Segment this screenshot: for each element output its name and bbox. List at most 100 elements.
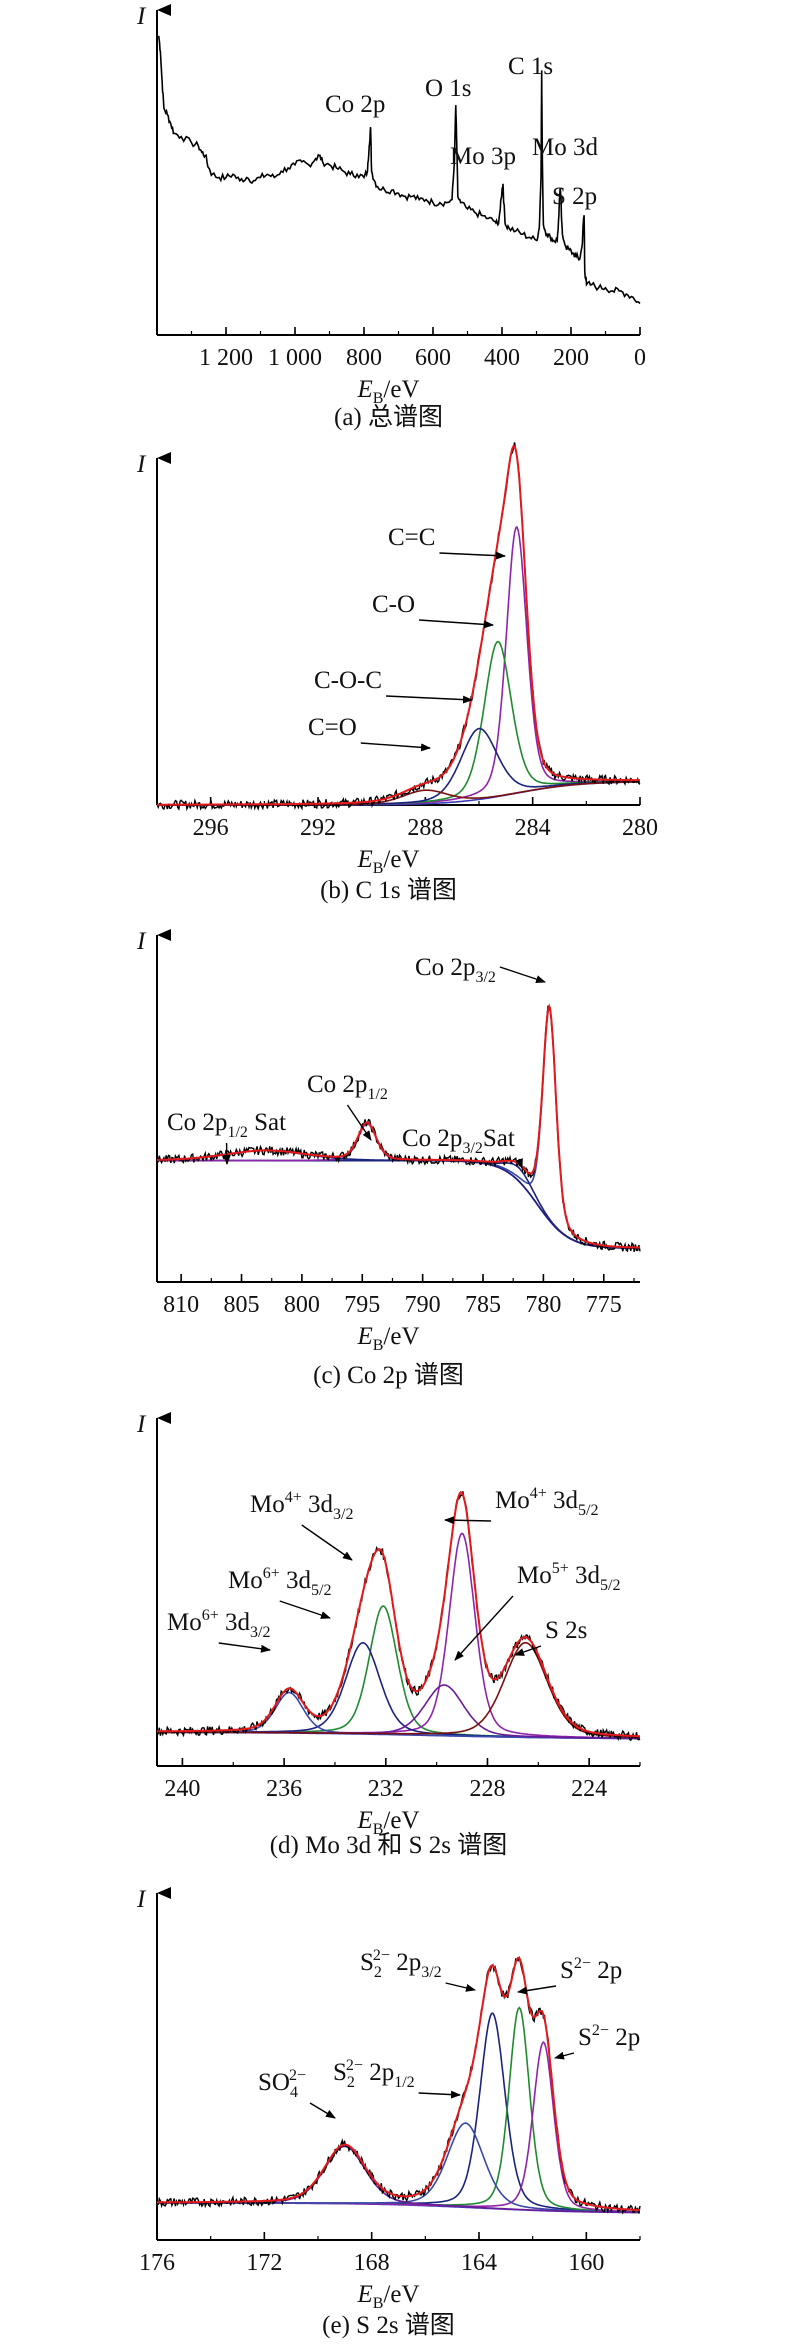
x-tick-label: 176 xyxy=(139,2250,175,2276)
fit-envelope xyxy=(157,1956,640,2212)
annotation-arrow xyxy=(386,695,473,704)
y-axis-label: I xyxy=(136,928,147,955)
peak-label: Mo4+ 3d5/2 xyxy=(495,1485,598,1519)
fit-envelope xyxy=(157,444,640,806)
x-tick-label: 228 xyxy=(469,1776,505,1802)
peak-label: C-O xyxy=(372,591,415,618)
background-line xyxy=(157,1159,640,1249)
x-tick-label: 240 xyxy=(164,1776,200,1802)
fit-component xyxy=(157,1641,640,1738)
x-tick-label: 0 xyxy=(634,345,646,371)
peak-label: S2− 2p xyxy=(560,1955,622,1984)
annotation-arrow xyxy=(279,1600,331,1619)
annotation-arrow xyxy=(517,1985,557,1995)
fit-component xyxy=(157,2012,640,2213)
x-tick-label: 790 xyxy=(405,1292,441,1318)
annotation-arrow xyxy=(346,1104,372,1141)
peak-label: S22− 2p3/2 xyxy=(360,1947,442,1981)
peak-label: S 2p xyxy=(552,183,597,210)
fit-component xyxy=(157,1159,640,1249)
x-tick-label: 795 xyxy=(344,1292,380,1318)
fit-envelope xyxy=(157,1491,640,1738)
peak-label: Mo 3d xyxy=(532,134,598,161)
annotation-arrow xyxy=(554,2051,575,2060)
peak-label: Co 2p3/2 xyxy=(415,954,496,986)
annotation-arrow xyxy=(454,1595,514,1661)
survey-spectrum xyxy=(157,35,641,305)
annotation-arrow xyxy=(309,2102,336,2119)
x-tick-label: 168 xyxy=(354,2250,390,2276)
peak-label: Co 2p xyxy=(325,91,385,118)
x-tick-label: 292 xyxy=(300,815,336,841)
peak-label: S 2s xyxy=(545,1617,587,1644)
panel-caption: (e) S 2s 谱图 xyxy=(322,2311,455,2339)
panel-e: I 176 172 168 164 160 EB/eV(e) S 2s 谱图 S22− 2p3… xyxy=(136,1886,641,2339)
panel-caption: (b) C 1s 谱图 xyxy=(320,876,457,904)
fit-envelope xyxy=(157,1003,641,1249)
y-axis-label: I xyxy=(136,3,147,30)
panel-b: I 296 292 288 284 280 EB/eV(b) C 1s 谱图 C=C C-O C-… xyxy=(136,442,658,904)
y-axis-label: I xyxy=(136,1411,147,1438)
peak-label: Mo5+ 3d5/2 xyxy=(517,1560,620,1594)
annotation-arrow xyxy=(419,619,494,629)
x-axis-label: EB/eV xyxy=(356,846,419,877)
x-tick-label: 400 xyxy=(484,345,520,371)
annotation-arrow xyxy=(515,1158,523,1169)
x-tick-label: 805 xyxy=(224,1292,260,1318)
peak-label: Mo4+ 3d3/2 xyxy=(250,1489,353,1523)
x-axis-label: EB/eV xyxy=(356,376,419,407)
peak-label: Mo6+ 3d3/2 xyxy=(167,1607,270,1641)
peak-label: C-O-C xyxy=(314,667,382,694)
panel-a: I 1 200 1 000 800 600 400 200 0 EB/eV(a) 总谱图 Co 2… xyxy=(136,3,646,431)
peak-label: C=C xyxy=(388,524,435,551)
panel-c: I 810 805 800 795 790 785 780 775 EB/eV (c) Co 2p … xyxy=(136,928,641,1389)
y-axis-label: I xyxy=(136,1886,147,1913)
x-axis-label: EB/eV xyxy=(356,1323,419,1354)
annotation-arrow xyxy=(218,1642,271,1653)
peak-label: C 1s xyxy=(508,53,553,80)
panel-caption: (a) 总谱图 xyxy=(334,403,443,431)
peak-label: S2− 2p xyxy=(578,2022,640,2051)
x-tick-label: 800 xyxy=(346,345,382,371)
peak-label: Mo6+ 3d5/2 xyxy=(228,1565,331,1599)
peak-label: Co 2p1/2 xyxy=(307,1071,388,1103)
x-tick-label: 800 xyxy=(284,1292,320,1318)
fit-component xyxy=(157,525,640,806)
x-tick-label: 810 xyxy=(163,1292,199,1318)
annotation-arrow xyxy=(360,742,431,752)
x-tick-label: 284 xyxy=(515,815,551,841)
annotation-arrow xyxy=(445,1982,476,1992)
peak-label: SO42− xyxy=(258,2067,306,2101)
annotation-arrow xyxy=(444,1516,492,1525)
x-tick-label: 775 xyxy=(586,1292,622,1318)
peak-label: O 1s xyxy=(425,75,472,102)
x-axis-label: EB/eV xyxy=(356,1807,419,1838)
annotation-arrow xyxy=(418,2090,461,2099)
peak-label: Mo 3p xyxy=(450,143,516,170)
x-tick-label: 236 xyxy=(266,1776,302,1802)
x-axis-label: EB/eV xyxy=(356,2281,419,2312)
fit-component xyxy=(156,1149,640,1249)
annotation-arrow xyxy=(301,1524,353,1561)
annotation-arrow xyxy=(499,966,546,983)
x-tick-label: 1 200 xyxy=(199,345,253,371)
x-tick-label: 224 xyxy=(571,1776,607,1802)
panel-d: I 240 236 232 228 224 EB/eV(d) Mo 3d 和 S 2s 谱图… xyxy=(136,1411,641,1859)
x-tick-label: 296 xyxy=(193,815,229,841)
x-tick-label: 288 xyxy=(407,815,443,841)
x-tick-label: 172 xyxy=(246,2250,282,2276)
x-tick-label: 1 000 xyxy=(268,345,322,371)
y-axis-label: I xyxy=(136,451,147,478)
peak-label: Co 2p1/2 Sat xyxy=(167,1109,286,1141)
annotation-arrow xyxy=(514,1645,542,1656)
x-tick-label: 280 xyxy=(622,815,658,841)
peak-label: C=O xyxy=(308,714,357,741)
annotation-arrow xyxy=(439,551,506,560)
x-tick-label: 600 xyxy=(415,345,451,371)
x-tick-label: 785 xyxy=(465,1292,501,1318)
raw-spectrum xyxy=(156,442,641,812)
x-tick-label: 164 xyxy=(461,2250,497,2276)
fit-component xyxy=(156,1122,641,1249)
peak-label: Co 2p3/2Sat xyxy=(402,1125,515,1157)
